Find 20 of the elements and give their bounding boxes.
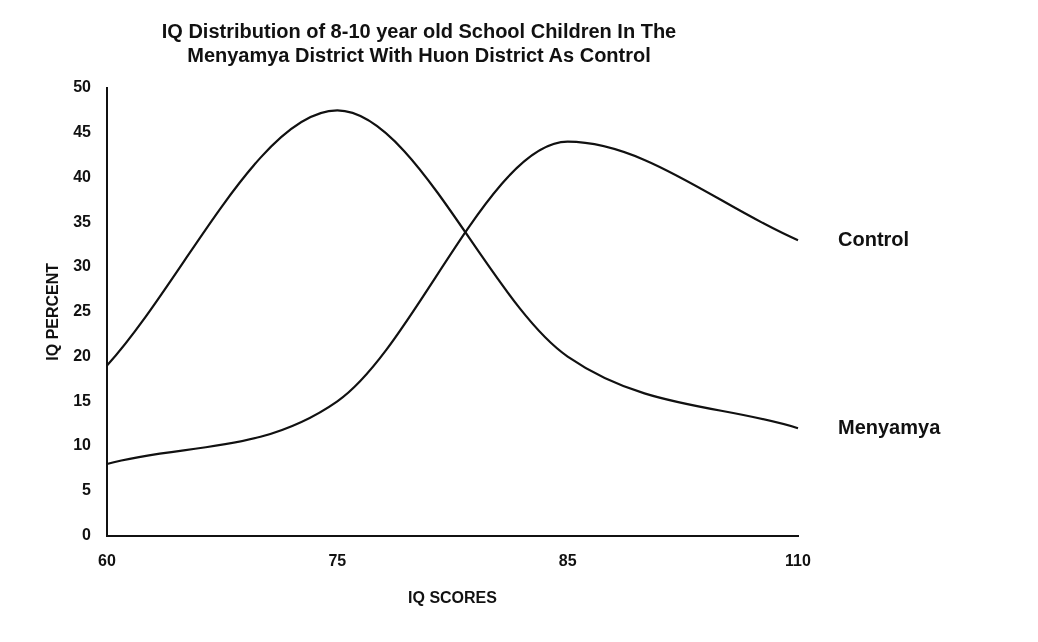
y-tick-label: 5 bbox=[82, 481, 92, 499]
y-tick-label: 0 bbox=[82, 526, 92, 544]
y-tick-label: 25 bbox=[73, 302, 92, 320]
y-tick-label: 35 bbox=[73, 212, 92, 230]
x-axis-title: IQ SCORES bbox=[408, 588, 498, 606]
x-tick-label: 60 bbox=[98, 551, 116, 569]
text: Control bbox=[838, 227, 910, 250]
y-tick-label: 10 bbox=[73, 436, 92, 454]
y-tick-label: 45 bbox=[73, 123, 92, 141]
y-tick-label: 30 bbox=[73, 257, 92, 275]
y-tick-label: 20 bbox=[73, 346, 92, 364]
x-tick-label: 85 bbox=[558, 551, 577, 569]
chart-title: IQ Distribution of 8-10 year old School Children In The Menyamya District With Huon District As Control bbox=[161, 19, 677, 66]
y-tick-label: 15 bbox=[73, 391, 92, 409]
x-tick-label: 110 bbox=[785, 551, 812, 569]
x-tick-label: 75 bbox=[328, 551, 347, 569]
y-tick-label: 40 bbox=[73, 167, 92, 185]
y-tick-label: 50 bbox=[73, 78, 92, 96]
text: Menyamya bbox=[838, 415, 942, 438]
y-axis-title: IQ PERCENT bbox=[44, 262, 62, 361]
